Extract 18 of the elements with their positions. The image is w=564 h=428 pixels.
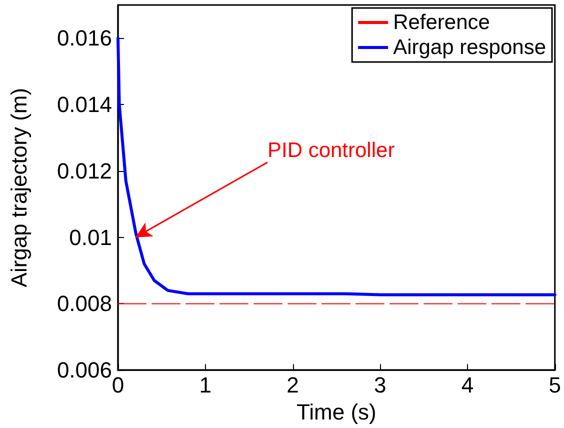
x-tick-label: 4 — [461, 372, 474, 398]
y-tick-label: 0.012 — [56, 158, 112, 184]
annotation: PID controller — [267, 138, 395, 162]
x-tick-label: 5 — [548, 372, 562, 398]
y-axis-title: Airgap trajectory (m) — [6, 88, 32, 288]
y-tick-label: 0.006 — [56, 358, 112, 383]
y-tick-label: 0.014 — [56, 92, 112, 118]
y-tick-label: 0.008 — [56, 291, 112, 316]
y-tick-label: 0.01 — [69, 224, 112, 250]
y-tick-label: 0.016 — [56, 26, 112, 51]
x-tick-label: 3 — [374, 372, 386, 398]
x-axis-title: Time (s) — [296, 400, 376, 424]
legend-label: Airgap response — [393, 36, 546, 59]
x-tick-label: 0 — [112, 372, 124, 398]
x-tick-label: 2 — [286, 372, 299, 398]
line-series — [116, 36, 556, 296]
x-tick-label: 1 — [199, 372, 212, 398]
legend-label: Reference — [393, 11, 490, 34]
